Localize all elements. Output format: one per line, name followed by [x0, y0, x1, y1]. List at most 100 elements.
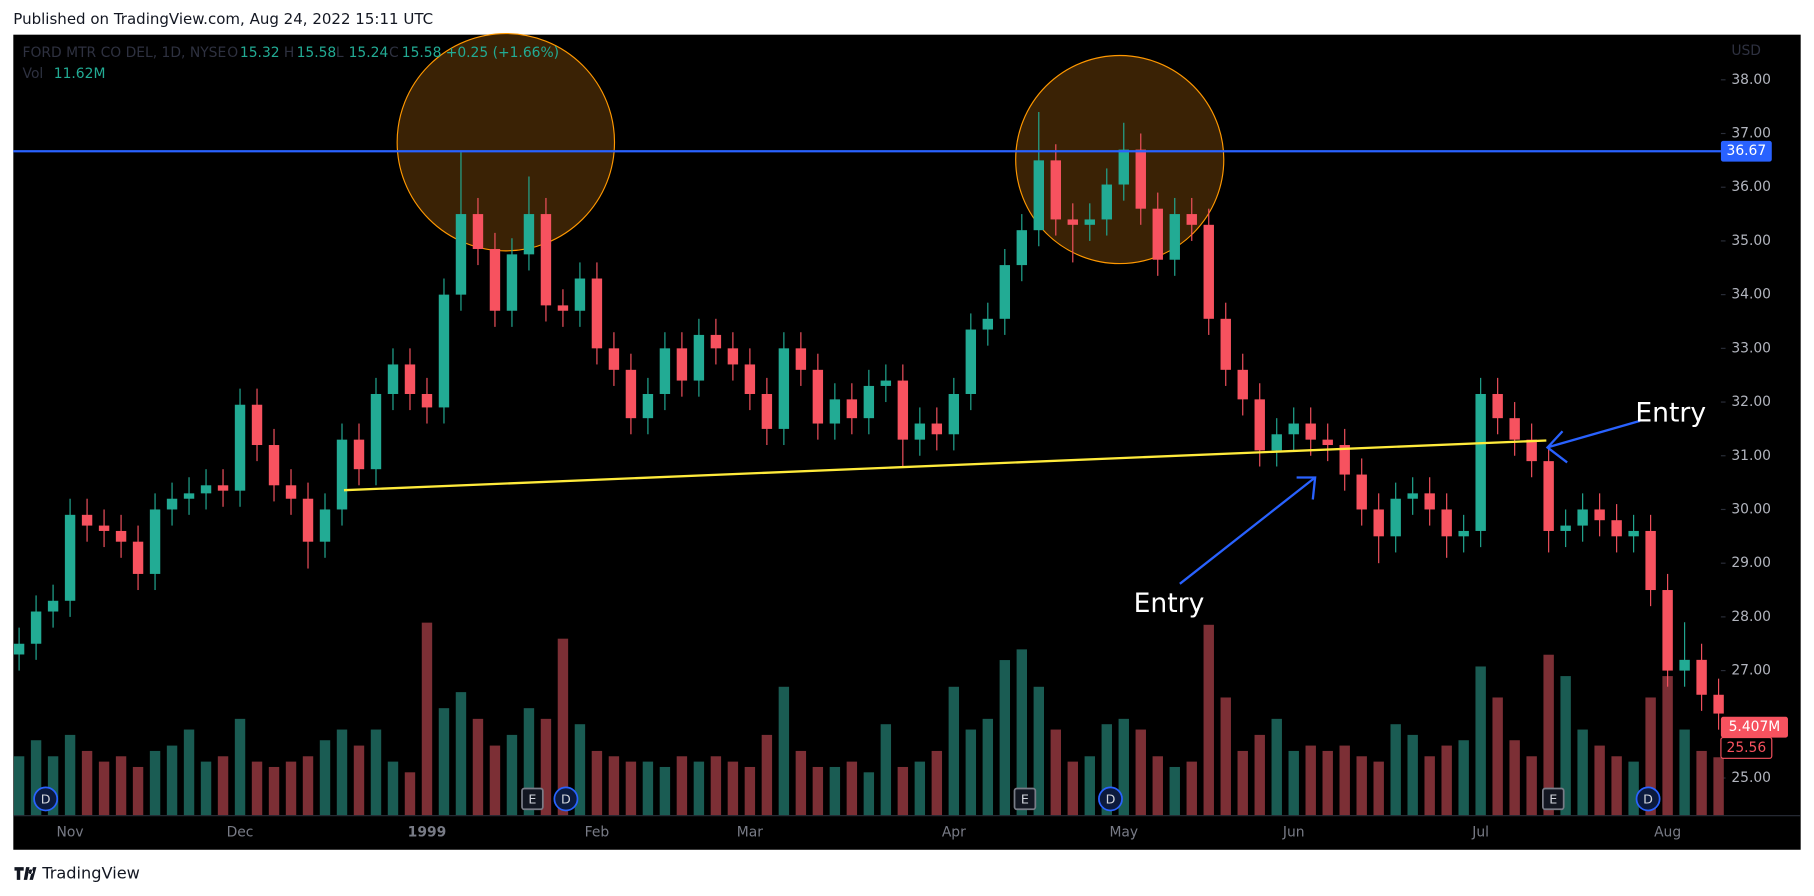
volume-bar [1339, 745, 1350, 816]
candle-body [693, 334, 705, 381]
volume-bar [336, 729, 348, 816]
legend-key: Vol [23, 66, 44, 82]
event-marker [1013, 787, 1037, 811]
volume-bar [438, 708, 450, 816]
volume-bar [676, 756, 688, 816]
candle-body [1543, 461, 1554, 531]
volume-bar [812, 766, 824, 816]
annotation: Entry [1134, 588, 1205, 619]
candle-body [948, 393, 960, 435]
legend-symbol: FORD MTR CO DEL, 1D, NYSE [23, 45, 227, 61]
y-tick-label: 37.00 [1731, 126, 1771, 142]
volume-bar [931, 750, 943, 816]
candle-body [472, 214, 484, 249]
event-marker [1635, 786, 1661, 812]
volume-bar [1458, 740, 1469, 816]
volume-bar [1679, 729, 1690, 816]
price-label: 25.56 [1727, 740, 1767, 756]
candle-body [795, 348, 807, 370]
volume-bar [1356, 756, 1367, 816]
candle-body [302, 498, 314, 542]
volume-bar [183, 729, 195, 816]
candle-body [931, 423, 943, 435]
x-tick-label: Jun [1282, 824, 1305, 840]
volume-bar [81, 750, 93, 816]
volume-bar [251, 761, 263, 816]
y-tick-label: 30.00 [1731, 501, 1771, 517]
volume-bar [1713, 757, 1724, 816]
header: Published on TradingView.com, Aug 24, 20… [13, 10, 433, 28]
volume-bar [1186, 761, 1197, 816]
y-tick-label: 31.00 [1731, 448, 1771, 464]
y-tick-label: 36.00 [1731, 179, 1771, 195]
volume-bar [1407, 734, 1418, 816]
footer: TradingView [41, 864, 140, 883]
price-tag [1720, 140, 1772, 162]
event-marker [553, 786, 579, 812]
volume-bar [948, 686, 960, 816]
candle-body [506, 254, 518, 311]
volume-bar [1016, 649, 1028, 816]
candle-body [251, 404, 263, 446]
footer-logo: TradingView [14, 864, 140, 883]
volume-bar [149, 750, 161, 816]
event-label: D [1106, 792, 1116, 807]
volume-bar [1271, 718, 1282, 816]
y-tick-label: 35.00 [1731, 233, 1771, 249]
candle-body [1441, 509, 1452, 537]
candle-body [64, 514, 76, 601]
legend-change: +0.25 (+1.66%) [446, 45, 559, 61]
volume-bar [1373, 761, 1384, 816]
volume-bar [999, 660, 1011, 816]
volume-bar [472, 718, 484, 816]
volume-bar [489, 745, 501, 816]
volume-bar [353, 745, 365, 816]
candle-body [387, 364, 399, 394]
candle-body [1254, 399, 1265, 451]
volume-bar [965, 729, 977, 816]
event-marker [521, 787, 544, 811]
volume-bar [1577, 729, 1588, 816]
candle-body [642, 393, 654, 419]
candle-body [1169, 214, 1180, 260]
volume-bar [1560, 676, 1571, 816]
volume-bar [47, 756, 59, 816]
legend-value: 15.32 [240, 45, 280, 61]
candle-body [863, 385, 875, 419]
candle-body [1220, 318, 1231, 370]
price-tag-label: 36.67 [1727, 143, 1767, 159]
x-tick-label: Jul [1471, 824, 1489, 840]
candle-body [1713, 694, 1724, 714]
trend-line [343, 439, 1547, 492]
candle-body [353, 439, 365, 470]
event-marker [33, 786, 59, 812]
candle-body [1101, 184, 1112, 220]
candle-body [1322, 439, 1333, 446]
volume-bar [1203, 624, 1214, 816]
candle-body [676, 348, 688, 381]
volume-bar [1050, 729, 1061, 816]
candle-body [1509, 418, 1520, 440]
volume-bar [1135, 729, 1146, 816]
volume-bar [404, 772, 416, 816]
candle-body [591, 278, 603, 349]
candle-body [1390, 498, 1401, 537]
volume-bar [1424, 756, 1435, 816]
legend-key: C [389, 45, 399, 61]
candle-body [625, 369, 637, 419]
event-label: D [1643, 792, 1653, 807]
volume-bar [591, 750, 603, 816]
candle-body [370, 393, 382, 470]
candle-body [1679, 659, 1690, 671]
volume-bar [1526, 756, 1537, 816]
candle-body [1016, 230, 1028, 266]
x-tick-label: Feb [585, 824, 610, 840]
candle-body [778, 348, 790, 429]
candle-body [132, 541, 144, 574]
candle-body [710, 334, 722, 349]
candle-body [404, 364, 416, 394]
candle-body [574, 278, 586, 311]
candle-body [1305, 423, 1316, 440]
volume-bar [557, 638, 569, 816]
candle-body [727, 348, 739, 365]
